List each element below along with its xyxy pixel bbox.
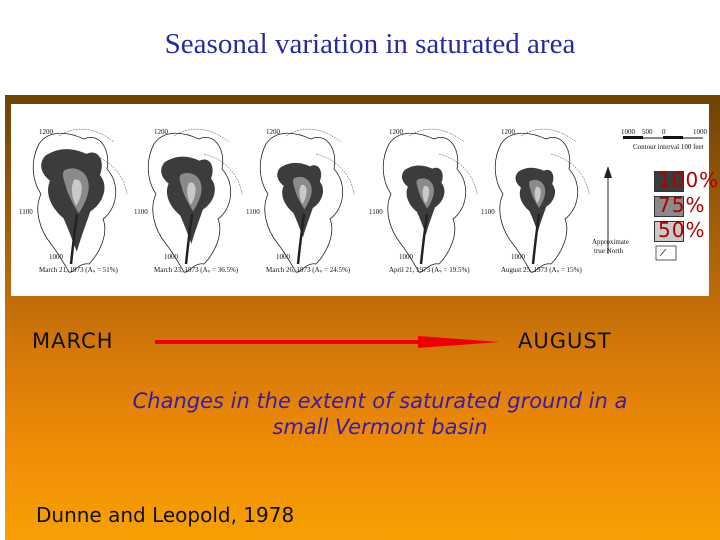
- timeline-start-label: MARCH: [32, 329, 114, 353]
- contour-label: 1100: [481, 208, 495, 216]
- basin-map: 1200 1100 1000 March 21, 1973 (Aₛ = 51%): [19, 128, 128, 274]
- legend-label: 75%: [658, 193, 706, 217]
- legend-swatch: [654, 171, 684, 192]
- stream-channel: [531, 213, 541, 265]
- stream-channel: [419, 213, 429, 265]
- legend-label: 100%: [658, 168, 720, 192]
- slide-title: Seasonal variation in saturated area: [164, 28, 576, 60]
- citation: Dunne and Leopold, 1978: [36, 503, 295, 527]
- scale-tick: 1000: [693, 128, 708, 136]
- contour-label: 1100: [19, 208, 33, 216]
- north-label: true North: [594, 247, 623, 255]
- basin-map: 1200 1100 1000 March 23, 1973 (Aₛ = 36.5%): [134, 128, 243, 274]
- contour-label: 1000: [276, 253, 291, 261]
- basin-map: 1200 1100 1000 August 25, 1973 (Aₛ = 15%): [481, 128, 590, 274]
- contour-label: 1200: [39, 128, 54, 136]
- contour-label: 1000: [511, 253, 526, 261]
- stream-channel: [296, 213, 306, 265]
- map-date-label: August 25, 1973 (Aₛ = 15%): [501, 266, 583, 274]
- legend-item-100: 100%: [625, 168, 718, 194]
- contour-label: 1000: [49, 253, 64, 261]
- basin-map: 1200 1100 1000 April 21, 1973 (Aₛ = 19.5%): [369, 128, 478, 274]
- contour-label: 1000: [399, 253, 414, 261]
- north-label: Approximate: [592, 238, 629, 246]
- stream-channel: [184, 213, 194, 265]
- scale-tick: 0: [662, 128, 666, 136]
- contour-label: 1000: [164, 253, 179, 261]
- legend-label: 50%: [658, 218, 706, 242]
- legend-swatch: [654, 221, 684, 242]
- contour-label: 1200: [266, 128, 281, 136]
- scale-tick: 1000: [621, 128, 636, 136]
- saturated-zone-50: [534, 186, 541, 204]
- timeline-end-label: AUGUST: [518, 329, 612, 353]
- saturated-zone-50: [299, 184, 307, 204]
- map-date-label: March 21, 1973 (Aₛ = 51%): [39, 266, 119, 274]
- contour-label: 1200: [501, 128, 516, 136]
- basin-maps-figure: 1200 1100 1000 March 21, 1973 (Aₛ = 51%) 120…: [11, 104, 709, 296]
- caption-line: small Vermont basin: [272, 415, 488, 439]
- legend-swatch: [654, 196, 684, 217]
- north-arrow: Approximate true North: [592, 166, 629, 255]
- figure-caption: Changes in the extent of saturated groun…: [75, 388, 685, 440]
- caption-line: Changes in the extent of saturated groun…: [132, 389, 628, 413]
- contour-label: 1100: [369, 208, 383, 216]
- scale-bar: 1000 500 0 1000 Contour interval 100 fee…: [621, 128, 708, 151]
- legend-box-boundary: [655, 245, 677, 261]
- basin-map: 1200 1100 1000 March 26, 1973 (Aₛ = 24.5%): [246, 128, 355, 274]
- scale-tick: 500: [642, 128, 653, 136]
- saturated-zone-50: [187, 182, 196, 205]
- contour-label: 1100: [246, 208, 260, 216]
- map-date-label: March 26, 1973 (Aₛ = 24.5%): [266, 266, 351, 274]
- contour-label: 1200: [389, 128, 404, 136]
- contour-label: 1200: [154, 128, 169, 136]
- map-date-label: April 21, 1973 (Aₛ = 19.5%): [389, 266, 470, 274]
- legend-item-50: 50%: [625, 218, 705, 244]
- contour-label: 1100: [134, 208, 148, 216]
- saturated-zone-50: [422, 185, 430, 204]
- legend-item-75: 75%: [625, 193, 705, 219]
- map-date-label: March 23, 1973 (Aₛ = 36.5%): [154, 266, 239, 274]
- saturated-zone-50: [71, 179, 82, 206]
- stream-channel: [69, 213, 79, 265]
- contour-interval-note: Contour interval 100 feet: [633, 143, 704, 151]
